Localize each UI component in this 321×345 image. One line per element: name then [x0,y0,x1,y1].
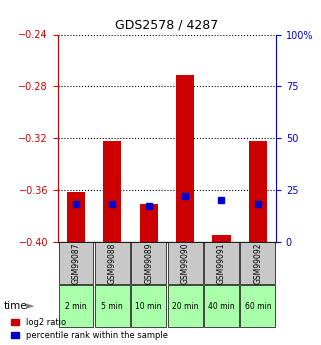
Legend: log2 ratio, percentile rank within the sample: log2 ratio, percentile rank within the s… [11,317,169,341]
Bar [140,204,158,241]
Text: GSM99087: GSM99087 [72,242,81,284]
Text: 2 min: 2 min [65,302,87,311]
FancyBboxPatch shape [240,285,275,327]
Bar [67,192,85,242]
FancyBboxPatch shape [240,242,275,284]
Text: time: time [3,302,27,311]
Bar [249,141,267,242]
Text: 20 min: 20 min [172,302,198,311]
FancyBboxPatch shape [204,285,239,327]
FancyBboxPatch shape [95,285,130,327]
Title: GDS2578 / 4287: GDS2578 / 4287 [115,19,219,32]
FancyBboxPatch shape [204,242,239,284]
FancyBboxPatch shape [131,285,166,327]
Bar [213,235,230,242]
Text: 40 min: 40 min [208,302,235,311]
Text: 5 min: 5 min [101,302,123,311]
FancyBboxPatch shape [131,242,166,284]
FancyBboxPatch shape [168,285,203,327]
FancyBboxPatch shape [58,285,93,327]
Text: GSM99092: GSM99092 [253,242,262,284]
Text: GSM99088: GSM99088 [108,243,117,284]
Text: 60 min: 60 min [245,302,271,311]
Text: 10 min: 10 min [135,302,162,311]
Text: GSM99089: GSM99089 [144,242,153,284]
Text: GSM99091: GSM99091 [217,242,226,284]
FancyBboxPatch shape [168,242,203,284]
Text: GSM99090: GSM99090 [181,242,190,284]
Text: ►: ► [26,302,35,311]
FancyBboxPatch shape [95,242,130,284]
Bar [103,141,121,242]
Bar [176,75,194,242]
FancyBboxPatch shape [58,242,93,284]
